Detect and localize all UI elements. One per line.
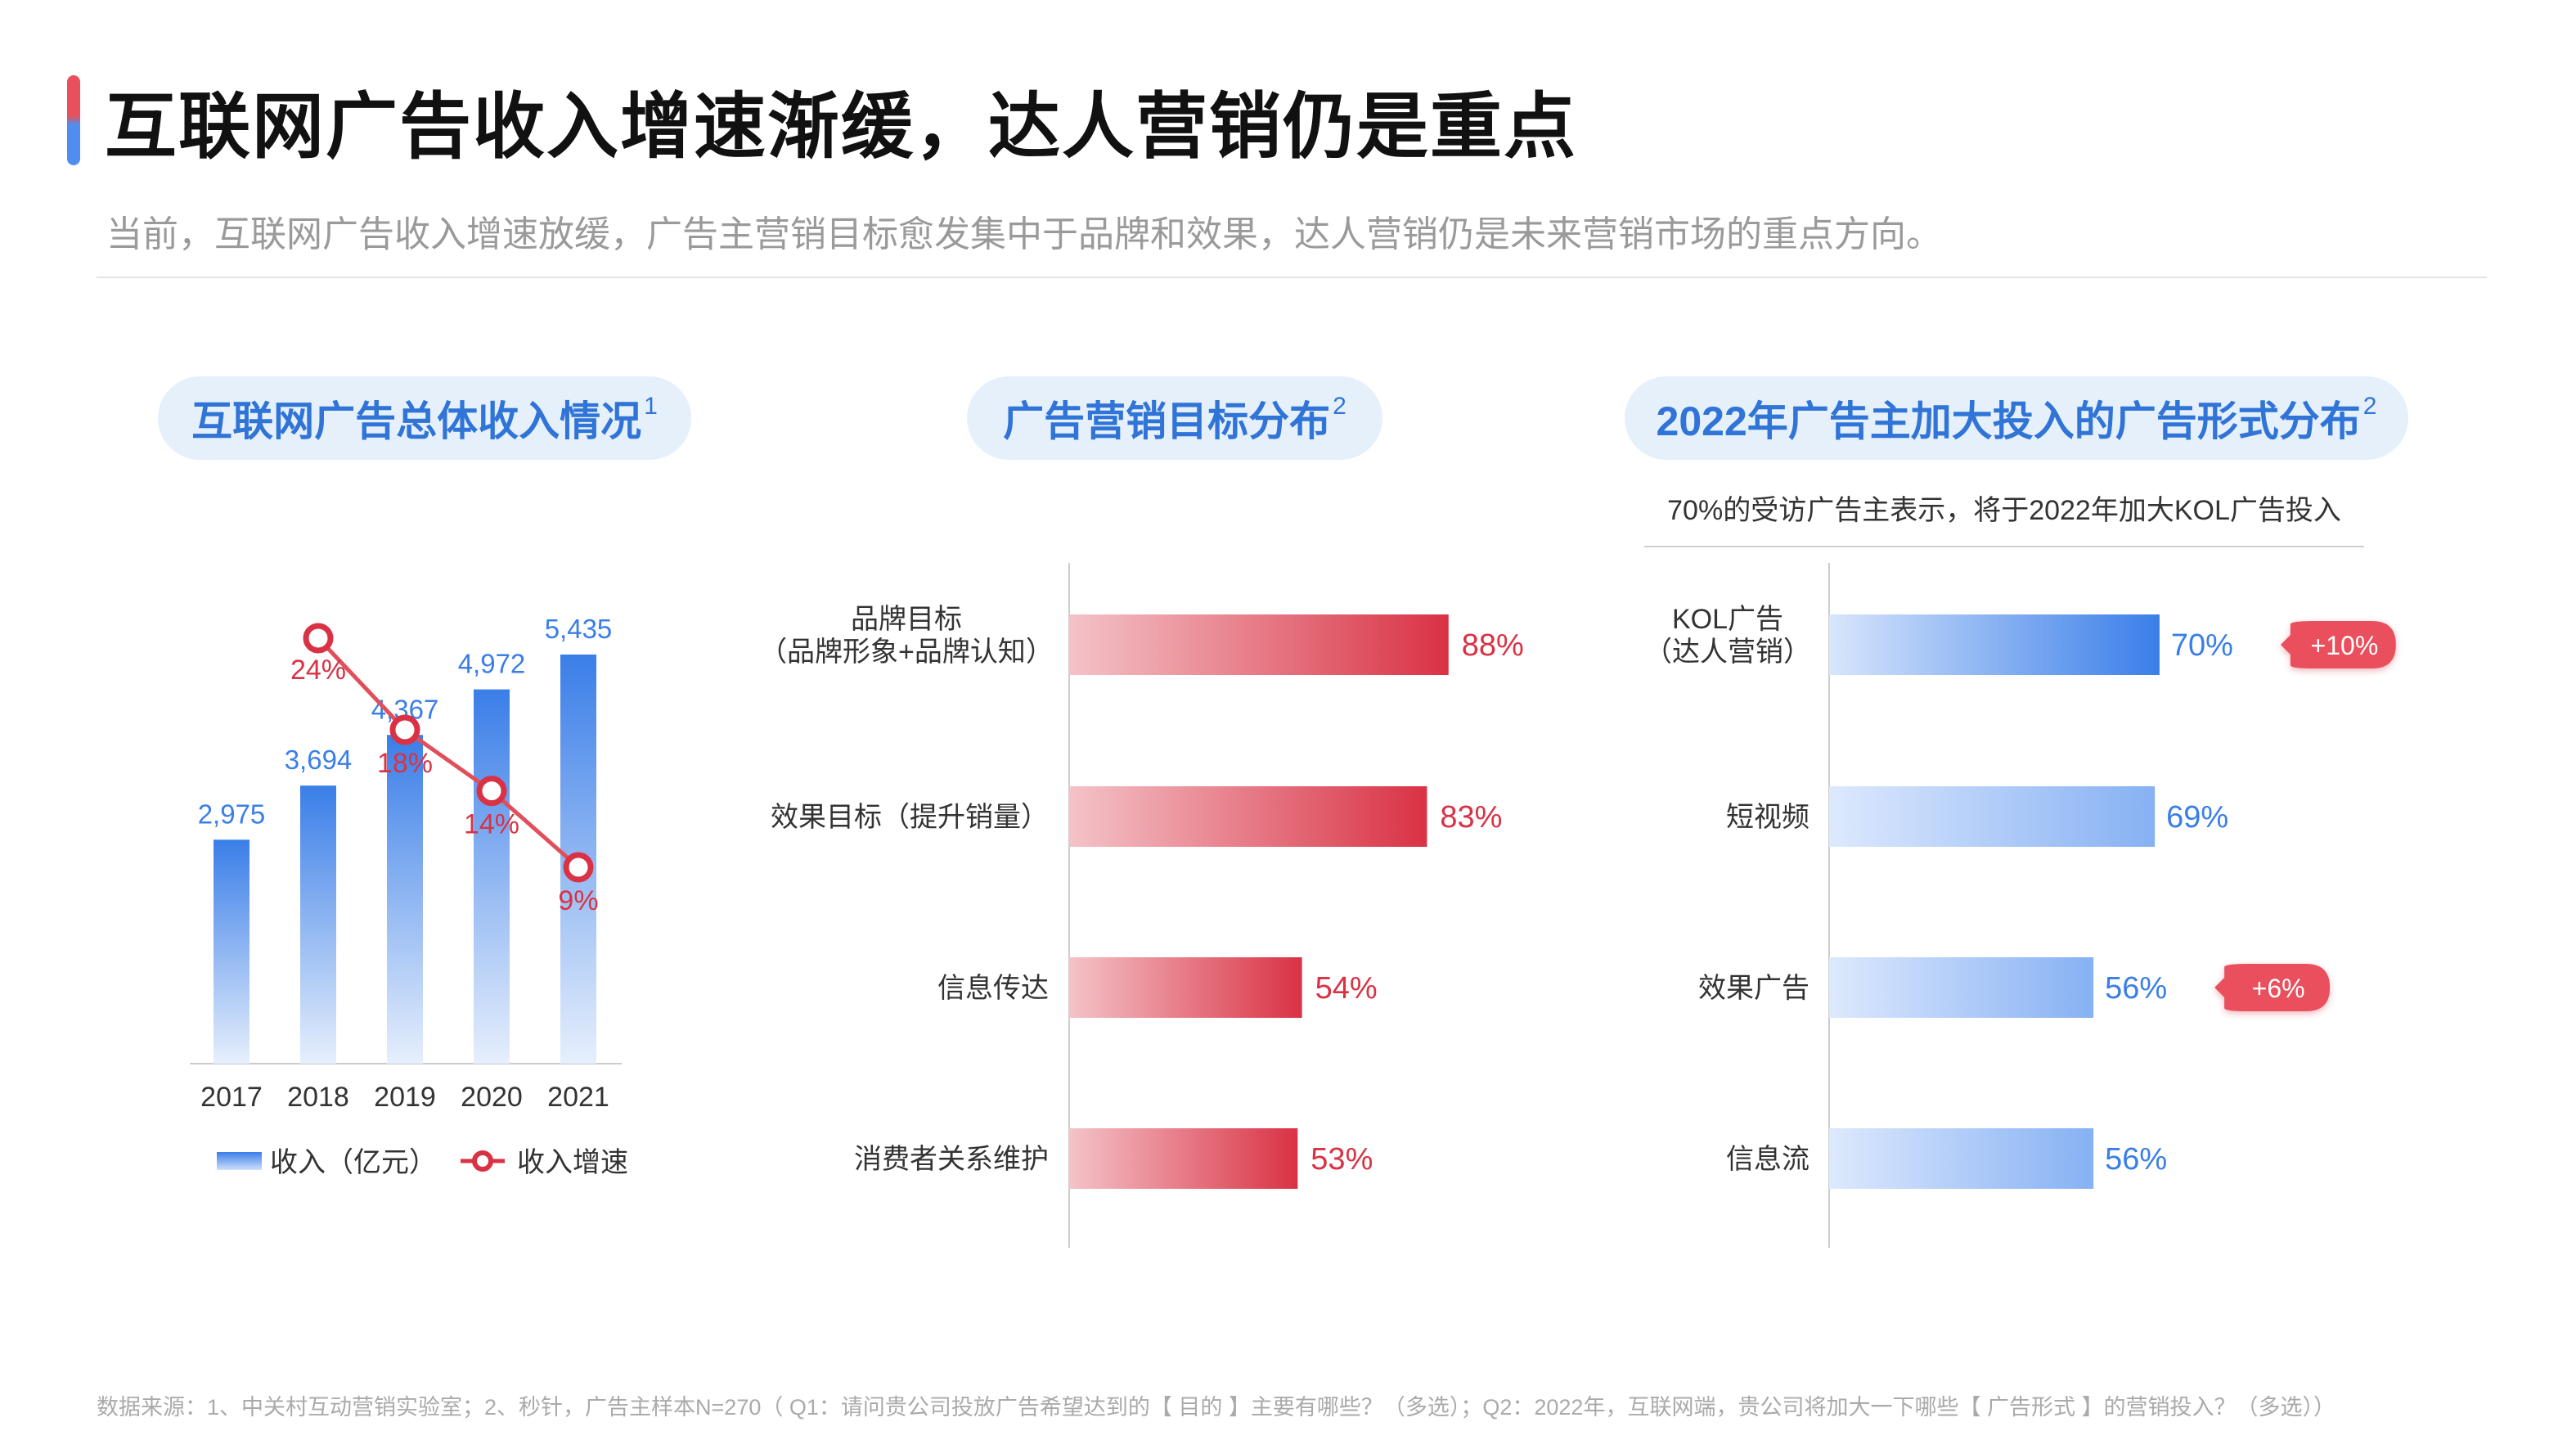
growth-point-label: 14% (464, 809, 519, 840)
section-title-formats-text: 2022年广告主加大投入的广告形式分布 (1656, 398, 2361, 444)
section-title-revenue-text: 互联网广告总体收入情况 (191, 398, 642, 444)
title-accent-bar (67, 75, 80, 165)
revenue-bar-label: 2,975 (198, 799, 266, 829)
growth-line (317, 637, 580, 869)
formats-bar-label: 56% (2105, 1142, 2167, 1177)
growth-point-label: 18% (377, 748, 433, 779)
footnote-marker: 2 (2362, 393, 2377, 420)
formats-bar-label: 69% (2166, 800, 2228, 835)
section-title-goals-text: 广告营销目标分布 (1003, 398, 1331, 444)
goals-bar (1069, 1128, 1298, 1189)
growth-point-2020 (476, 776, 507, 807)
goals-bar-label: 53% (1310, 1142, 1373, 1177)
formats-category-label: 短视频 (1726, 802, 1809, 833)
header-divider (97, 277, 2487, 278)
revenue-bar-2018 (300, 785, 336, 1064)
page-subtitle: 当前，互联网广告收入增速放缓，广告主营销目标愈发集中于品牌和效果，达人营销仍是未… (106, 214, 1942, 254)
revenue-x-tick: 2019 (374, 1082, 436, 1113)
formats-bar (1829, 1128, 2094, 1189)
legend-revenue-swatch (217, 1152, 262, 1170)
goals-bar-label: 54% (1315, 971, 1378, 1006)
growth-badge-label: +6% (2252, 974, 2305, 1003)
section-title-goals: 广告营销目标分布 2 (967, 376, 1382, 460)
revenue-x-tick: 2021 (547, 1082, 609, 1113)
legend-revenue-label: 收入（亿元） (270, 1147, 437, 1178)
formats-category-label: （达人营销） (1644, 637, 1811, 668)
formats-bar-label: 56% (2105, 971, 2167, 1006)
formats-category-label: KOL广告 (1672, 604, 1783, 635)
section-title-revenue: 互联网广告总体收入情况 1 (158, 376, 691, 460)
revenue-x-tick: 2018 (287, 1082, 349, 1113)
growth-point-2021 (563, 852, 594, 883)
growth-point-label: 24% (290, 655, 346, 686)
page-title: 互联网广告收入增速渐缓，达人营销仍是重点 (105, 86, 1578, 167)
revenue-bar-label: 4,972 (458, 649, 526, 679)
growth-badge-label: +10% (2311, 631, 2379, 660)
goals-bar-label: 83% (1440, 800, 1502, 835)
goals-category-label: 消费者关系维护 (854, 1144, 1049, 1175)
growth-point-2018 (303, 623, 334, 654)
revenue-bar-label: 5,435 (545, 614, 613, 644)
growth-badge (2214, 964, 2331, 1011)
kol-note: 70%的受访广告主表示，将于2022年加大KOL广告投入 (1644, 488, 2364, 547)
revenue-bar-2020 (474, 689, 510, 1064)
revenue-bar-2019 (387, 735, 423, 1064)
revenue-bar-label: 3,694 (285, 745, 353, 775)
growth-point-2019 (389, 714, 420, 745)
section-title-formats: 2022年广告主加大投入的广告形式分布 2 (1625, 376, 2408, 460)
footnote-marker: 2 (1333, 393, 1346, 420)
legend-growth-marker (472, 1150, 493, 1172)
goals-bar (1069, 957, 1302, 1018)
formats-bar (1829, 614, 2160, 675)
formats-category-label: 效果广告 (1698, 973, 1809, 1004)
formats-bar-label: 70% (2171, 628, 2233, 663)
goals-bar (1069, 614, 1449, 675)
goals-category-label: 效果目标（提升销量） (771, 802, 1049, 833)
source-footnote: 数据来源：1、中关村互动营销实验室；2、秒针，广告主样本N=270（ Q1：请问… (97, 1395, 2335, 1420)
goals-bar-label: 88% (1462, 628, 1524, 663)
goals-category-label: 信息传达 (937, 973, 1049, 1004)
growth-point-label: 9% (558, 885, 598, 916)
goals-category-label: （品牌形象+品牌认知） (759, 637, 1054, 668)
revenue-x-tick: 2017 (200, 1082, 263, 1113)
formats-bar (1829, 786, 2156, 847)
goals-bar (1069, 786, 1427, 847)
growth-badge (2280, 621, 2396, 668)
footnote-marker: 1 (644, 393, 658, 420)
legend-growth-label: 收入增速 (517, 1147, 628, 1178)
revenue-x-tick: 2020 (461, 1082, 523, 1113)
goals-category-label: 品牌目标 (851, 604, 962, 635)
formats-category-label: 信息流 (1726, 1144, 1809, 1175)
formats-bar (1829, 957, 2094, 1018)
revenue-bar-2017 (214, 839, 250, 1064)
